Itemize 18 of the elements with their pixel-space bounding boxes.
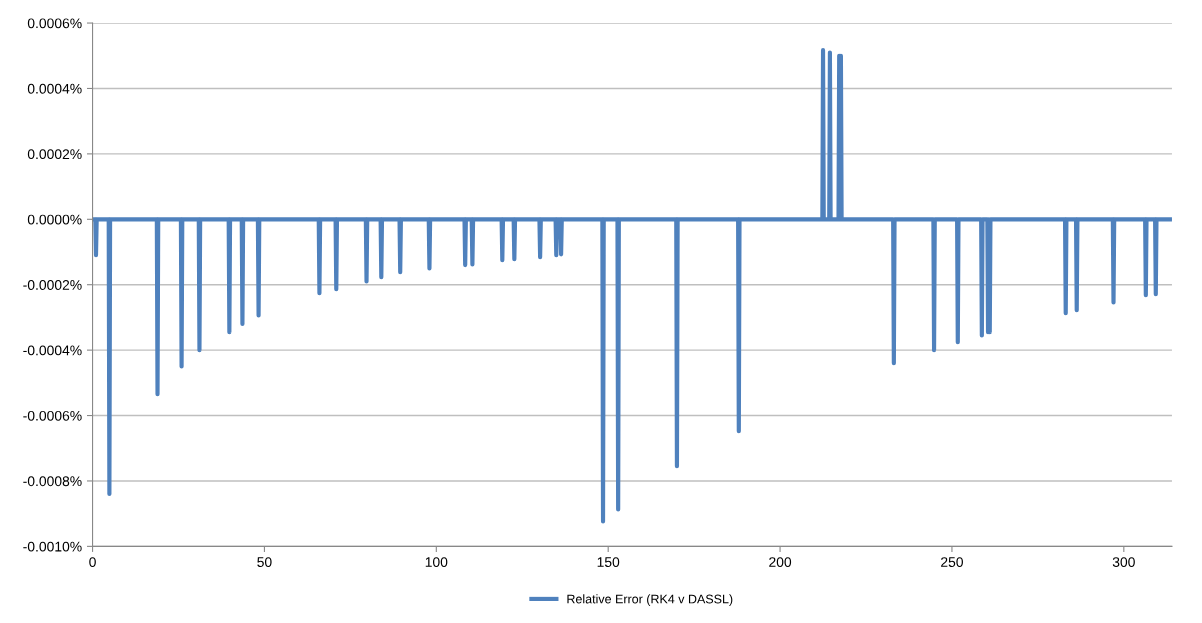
y-tick-label: 0.0004% (27, 83, 82, 94)
y-tick-label: -0.0008% (23, 476, 82, 487)
x-tick-label: 150 (597, 557, 620, 567)
x-tick-label: 0 (89, 557, 96, 567)
x-tick-label: 300 (1112, 557, 1135, 567)
x-tick-label: 200 (769, 557, 792, 567)
y-tick-label: -0.0002% (23, 280, 82, 290)
legend-label: Relative Error (RK4 v DASSL) (567, 594, 733, 606)
line-series (92, 48, 1172, 524)
x-tick-label: 250 (941, 557, 963, 567)
y-tick-label: -0.0006% (23, 410, 82, 421)
x-tick-label: 100 (425, 557, 448, 567)
y-tick-label: 0.0000% (27, 214, 82, 225)
x-tick-label: 50 (257, 557, 272, 567)
y-tick-label: 0.0006% (27, 18, 82, 29)
y-tick-label: 0.0002% (27, 149, 82, 160)
y-tick-label: -0.0004% (23, 345, 82, 356)
y-tick-label: -0.0010% (23, 541, 82, 552)
